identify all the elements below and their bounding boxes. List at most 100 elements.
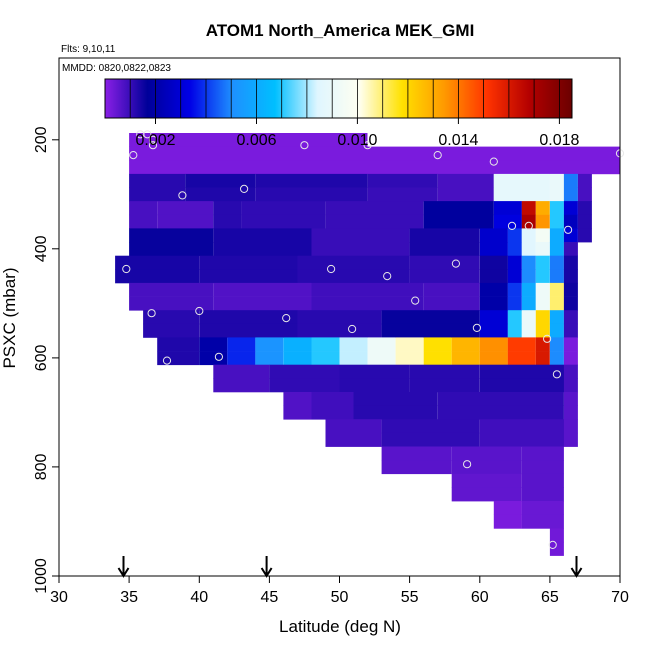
heatmap-cell <box>199 310 298 325</box>
heatmap-cell <box>479 282 508 297</box>
observation-points <box>122 130 625 550</box>
observation-point <box>282 314 291 323</box>
heatmap-cell <box>479 364 564 379</box>
heatmap-cell <box>269 378 340 393</box>
observation-point <box>548 540 557 550</box>
heatmap-cell <box>129 228 214 243</box>
heatmap-cells <box>115 133 620 556</box>
flight-arrow <box>260 556 273 578</box>
heatmap-cell <box>129 214 158 229</box>
heatmap-cell <box>409 255 480 270</box>
colorbar-tick-label: 0.006 <box>236 132 276 149</box>
heatmap-cell <box>297 310 382 325</box>
heatmap-cell <box>521 310 536 325</box>
heatmap-cell <box>549 337 564 352</box>
heatmap-cell <box>213 378 270 393</box>
observation-point <box>327 264 336 274</box>
heatmap-cell <box>493 187 550 202</box>
observation-point <box>162 356 172 365</box>
heatmap-cell <box>283 337 312 352</box>
heatmap-cell <box>521 228 536 243</box>
flight-arrow <box>117 556 130 578</box>
heatmap-cell <box>423 337 452 352</box>
heatmap-cell <box>549 269 564 284</box>
x-axis-label: Latitude (deg N) <box>279 617 401 636</box>
heatmap-cell <box>381 446 452 461</box>
heatmap-cell <box>213 201 242 216</box>
heatmap-cell <box>507 228 522 243</box>
heatmap-cell <box>157 337 200 352</box>
heatmap-cell <box>521 282 536 297</box>
heatmap-cell <box>325 432 382 447</box>
heatmap-cell <box>255 351 284 366</box>
heatmap-cell <box>535 228 550 243</box>
heatmap-cell <box>507 296 522 311</box>
heatmap-cell <box>213 282 312 297</box>
heatmap-cell <box>563 364 578 379</box>
x-tick-label: 40 <box>190 589 208 606</box>
heatmap-cell <box>563 201 578 216</box>
heatmap-cell <box>325 419 382 434</box>
heatmap-cell <box>451 487 522 502</box>
heatmap-cell <box>535 351 550 366</box>
heatmap-cell <box>157 201 214 216</box>
heatmap-cell <box>353 392 438 406</box>
heatmap-cell <box>129 242 214 256</box>
heatmap-cell <box>283 351 312 366</box>
heatmap-cell <box>381 310 480 325</box>
heatmap-cell <box>157 351 200 366</box>
heatmap-cell <box>479 419 564 434</box>
heatmap-cell <box>521 296 536 311</box>
heatmap-cell <box>129 296 214 311</box>
heatmap-cell <box>143 323 200 338</box>
heatmap-cell <box>535 296 550 311</box>
heatmap-cell <box>563 269 578 284</box>
heatmap-cell <box>507 310 522 325</box>
heatmap-cell <box>521 514 564 529</box>
heatmap-cell <box>563 282 578 297</box>
heatmap-cell <box>227 351 256 366</box>
heatmap-cell <box>213 296 312 311</box>
heatmap-cell <box>451 460 522 475</box>
heatmap-cell <box>479 296 508 311</box>
x-tick-label: 50 <box>331 589 349 606</box>
heatmap-cell <box>199 351 228 366</box>
heatmap-cell <box>297 269 410 284</box>
heatmap-cell <box>535 323 550 338</box>
heatmap-cell <box>521 269 536 284</box>
heatmap-cell <box>549 242 564 256</box>
heatmap-cell <box>479 228 508 243</box>
flights-note: Flts: 9,10,11 <box>61 44 116 55</box>
heatmap-cell <box>241 214 326 229</box>
heatmap-cell <box>423 201 494 216</box>
colorbar-tick-label: 0.018 <box>539 132 579 149</box>
heatmap-cell <box>269 364 340 379</box>
heatmap-cell <box>367 351 396 366</box>
heatmap-cell <box>185 173 256 188</box>
heatmap-cell <box>549 187 564 202</box>
heatmap-cell <box>549 282 564 297</box>
y-axis-label: PSXC (mbar) <box>0 267 19 368</box>
heatmap-cell <box>535 255 550 270</box>
heatmap-cell <box>129 160 620 175</box>
heatmap-cell <box>563 351 578 366</box>
heatmap-cell <box>311 282 424 297</box>
heatmap-cell <box>437 187 494 202</box>
heatmap-cell <box>409 364 480 379</box>
heatmap-cell <box>325 214 424 229</box>
heatmap-cell <box>507 282 522 297</box>
heatmap-cell <box>409 242 480 256</box>
heatmap-cell <box>521 487 564 502</box>
heatmap-cell <box>549 351 564 366</box>
heatmap-cell <box>451 351 480 366</box>
heatmap-cell <box>115 255 200 270</box>
heatmap-cell <box>535 282 550 297</box>
y-tick-label: 600 <box>33 344 50 371</box>
observation-point <box>383 272 392 281</box>
x-tick-label: 55 <box>401 589 419 606</box>
heatmap-cell <box>563 187 578 202</box>
heatmap-cell <box>213 242 312 256</box>
heatmap-cell <box>213 214 242 229</box>
heatmap-cell <box>479 310 508 325</box>
observation-point <box>214 352 223 361</box>
